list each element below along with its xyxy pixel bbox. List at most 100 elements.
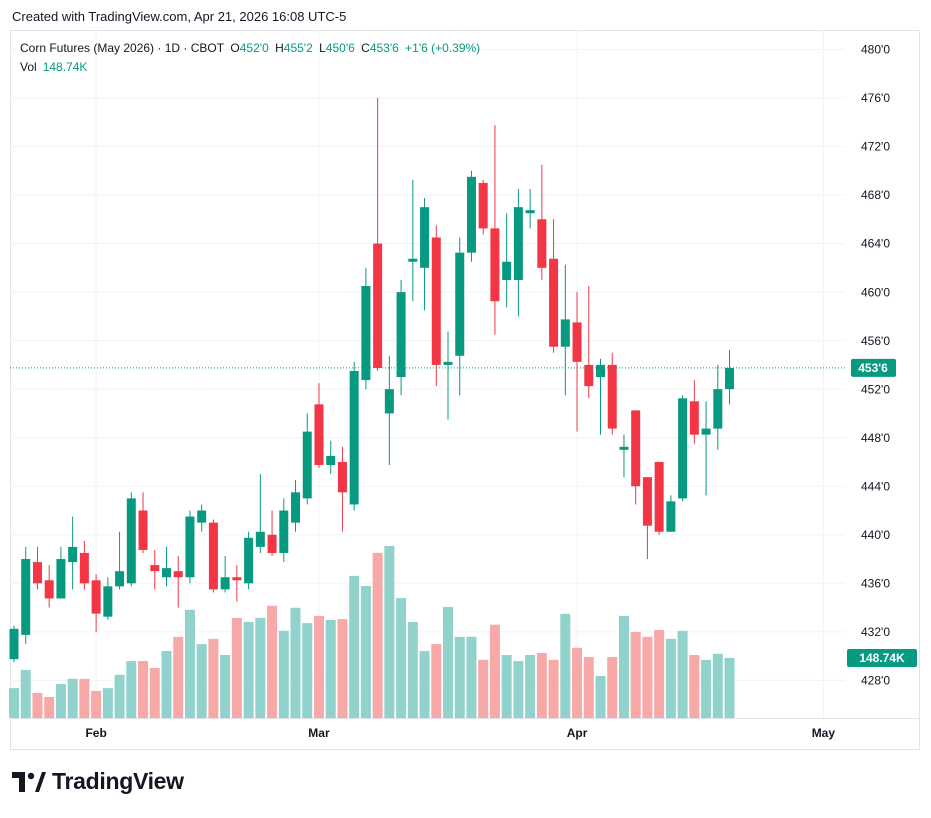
volume-bar <box>525 655 536 718</box>
last-price-tag <box>851 358 896 377</box>
candle-body <box>396 292 406 378</box>
candle-body <box>713 389 723 429</box>
volume-bar <box>501 655 512 718</box>
h-label: H <box>275 41 284 55</box>
h-value: 455'2 <box>283 41 313 55</box>
volume-bar <box>149 667 160 718</box>
candle-body <box>572 322 582 362</box>
volume-bar <box>267 605 278 718</box>
y-tick-label: 472'0 <box>861 140 890 154</box>
candle-body <box>549 258 559 347</box>
y-tick-label: 444'0 <box>861 479 890 493</box>
volume-bar <box>243 621 254 718</box>
candle-body <box>689 401 699 435</box>
volume-bar <box>349 575 360 718</box>
volume-bar <box>91 690 102 718</box>
candle-body <box>314 404 324 466</box>
candle-body <box>79 552 89 584</box>
volume-bar <box>208 638 219 718</box>
volume-bar <box>20 669 31 718</box>
candle-body <box>91 580 101 614</box>
volume-bar <box>396 598 407 718</box>
y-tick-label: 476'0 <box>861 91 890 105</box>
candle-body <box>255 531 265 547</box>
candle-body <box>279 510 289 553</box>
stamp: Created with TradingView.com, Apr 21, 20… <box>12 9 347 24</box>
y-tick-label: 480'0 <box>861 43 890 57</box>
volume-bar <box>513 661 524 718</box>
volume-tag-label: 148.74K <box>859 651 905 665</box>
volume-tag <box>847 648 917 667</box>
volume-bar <box>677 630 688 718</box>
candle-body <box>44 580 54 599</box>
volume-bar <box>572 647 583 718</box>
volume-bar <box>665 638 676 718</box>
candle-body <box>232 577 242 581</box>
volume-bar <box>337 619 348 718</box>
symbol-title: Corn Futures (May 2026) · 1D · CBOT <box>20 41 225 55</box>
candle-body <box>21 559 31 635</box>
volume-bar <box>548 659 559 718</box>
candle-body <box>725 367 735 390</box>
candle-body <box>103 586 113 617</box>
candle-body <box>208 522 218 590</box>
logo-text: TradingView <box>52 768 184 794</box>
volume-bar <box>689 655 700 718</box>
volume-bar <box>443 606 454 718</box>
candle-body <box>9 628 19 660</box>
volume-bar <box>278 630 289 718</box>
volume-bar <box>44 697 55 718</box>
logo[interactable]: TradingView <box>12 768 184 795</box>
volume-bar <box>595 676 606 718</box>
y-tick-label: 468'0 <box>861 188 890 202</box>
candle-body <box>161 568 171 578</box>
o-value: 452'0 <box>239 41 269 55</box>
volume-bar <box>313 615 324 718</box>
volume-bar <box>466 636 477 718</box>
candle-body <box>596 364 605 378</box>
x-tick-label: Feb <box>85 726 106 740</box>
y-tick-label: 464'0 <box>861 237 890 251</box>
volume-bar <box>724 657 735 718</box>
last-price-label: 453'6 <box>858 361 888 375</box>
candle-body <box>349 370 359 505</box>
candle-body <box>138 510 148 550</box>
candle-body <box>197 510 207 523</box>
volume-bar <box>419 650 430 718</box>
candle-body <box>291 492 301 523</box>
volume-bar <box>630 632 641 718</box>
candle-body <box>607 364 617 429</box>
volume-bar <box>138 661 149 718</box>
x-tick-label: Apr <box>567 726 588 740</box>
candle-body <box>478 182 488 229</box>
ohlc-row: Corn Futures (May 2026) · 1D · CBOT O452… <box>20 39 483 58</box>
candle-body <box>537 219 547 268</box>
volume-bar <box>431 644 442 718</box>
candle-body <box>185 516 195 578</box>
candle-body <box>302 431 312 499</box>
volume-bar <box>184 609 195 718</box>
y-tick-label: 460'0 <box>861 285 890 299</box>
l-value: 450'6 <box>325 41 355 55</box>
candle-body <box>150 565 160 572</box>
volume-value: 148.74K <box>42 60 88 74</box>
candle-body <box>337 461 347 493</box>
candle-body <box>678 398 688 499</box>
candle-body <box>431 237 441 365</box>
candle-body <box>701 428 711 435</box>
volume-bar <box>302 623 313 718</box>
y-tick-label: 436'0 <box>861 576 890 590</box>
y-tick-label: 428'0 <box>861 674 890 688</box>
candle-body <box>420 207 430 268</box>
candle-body <box>513 207 523 280</box>
candle-body <box>584 364 594 387</box>
candle-body <box>267 534 277 553</box>
candle-body <box>560 319 570 347</box>
candle-body <box>326 455 336 466</box>
y-tick-label: 440'0 <box>861 528 890 542</box>
x-tick-label: Mar <box>308 726 330 740</box>
candle-body <box>384 389 394 414</box>
volume-bar <box>560 613 571 718</box>
